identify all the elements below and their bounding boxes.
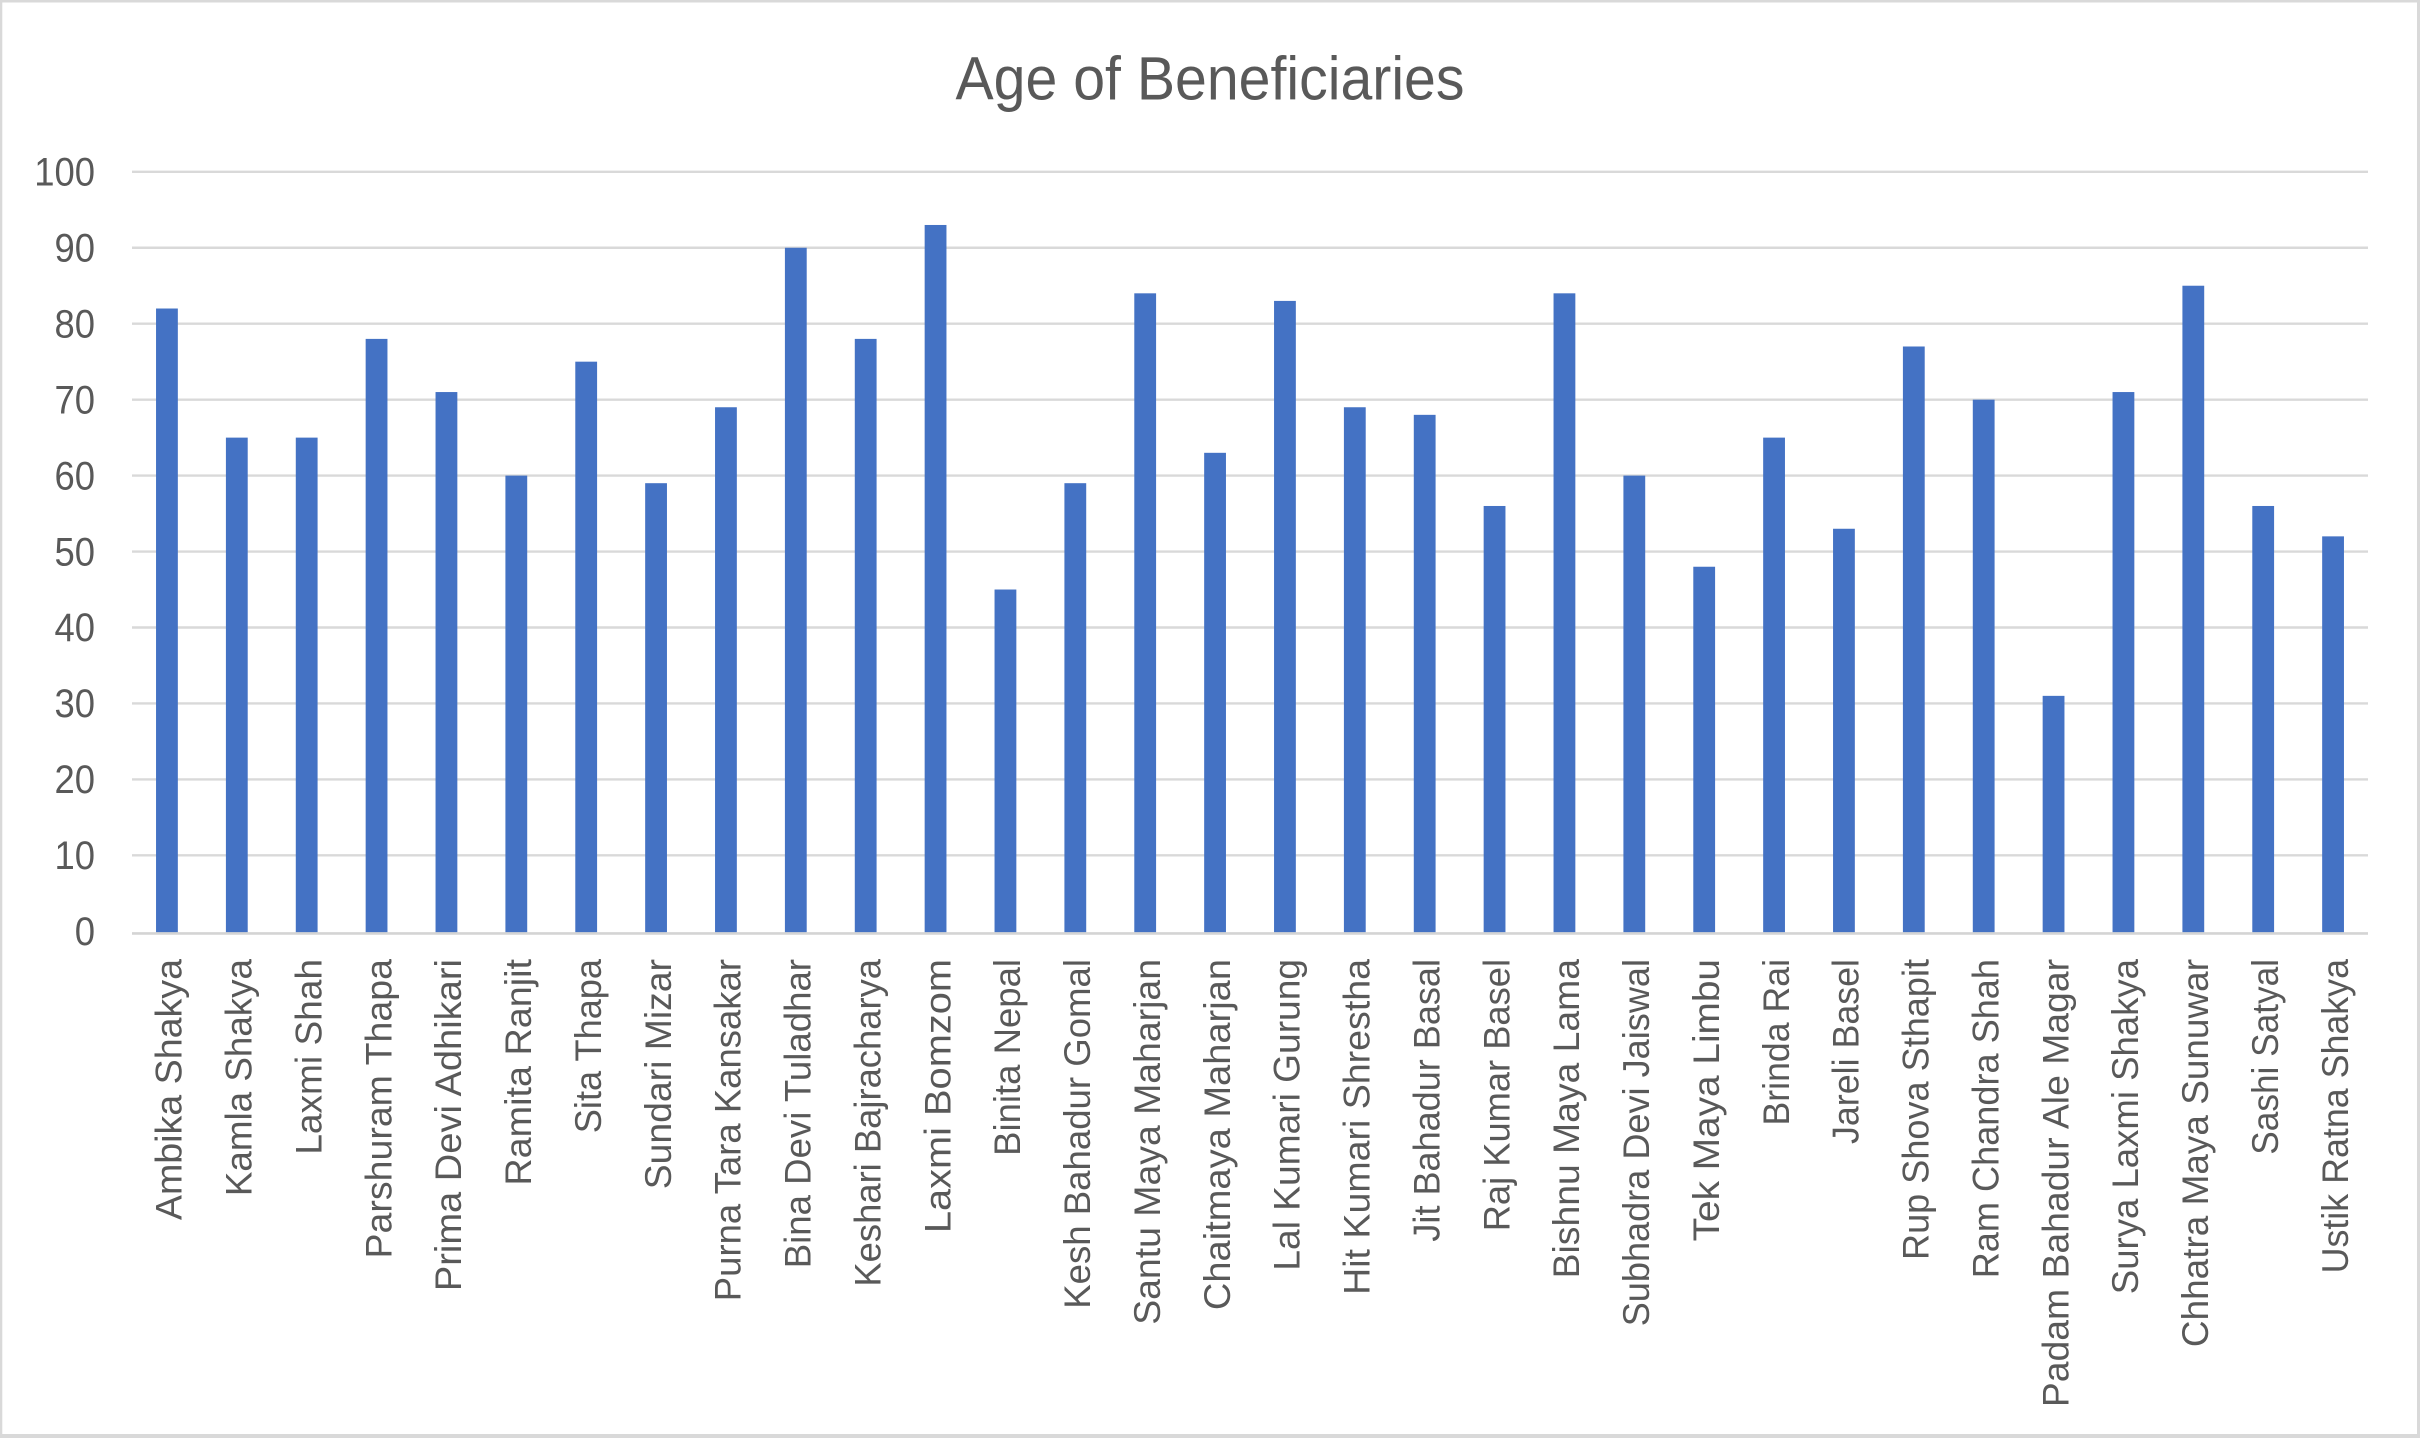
svg-text:Ramita Ranjit: Ramita Ranjit xyxy=(498,958,539,1185)
svg-text:Subhadra Devi Jaiswal: Subhadra Devi Jaiswal xyxy=(1616,959,1657,1326)
svg-text:0: 0 xyxy=(75,910,95,954)
svg-text:Chaitmaya Maharjan: Chaitmaya Maharjan xyxy=(1197,959,1238,1310)
svg-text:Binita Nepal: Binita Nepal xyxy=(987,959,1028,1156)
svg-text:10: 10 xyxy=(55,834,96,878)
svg-text:Sashi Satyal: Sashi Satyal xyxy=(2245,959,2286,1155)
svg-text:Santu Maya Maharjan: Santu Maya Maharjan xyxy=(1127,959,1168,1325)
svg-text:Jareli Basel: Jareli Basel xyxy=(1826,959,1867,1144)
svg-text:Kesh Bahadur Gomal: Kesh Bahadur Gomal xyxy=(1057,959,1098,1309)
svg-text:20: 20 xyxy=(55,758,96,802)
svg-text:Parshuram Thapa: Parshuram Thapa xyxy=(358,959,399,1259)
svg-text:60: 60 xyxy=(55,454,96,498)
svg-text:Surya Laxmi Shakya: Surya Laxmi Shakya xyxy=(2105,959,2146,1295)
svg-text:Tek Maya Limbu: Tek Maya Limbu xyxy=(1686,959,1727,1241)
svg-text:Laxmi Bomzom: Laxmi Bomzom xyxy=(917,959,958,1233)
svg-text:Kamla Shakya: Kamla Shakya xyxy=(219,959,260,1197)
svg-text:30: 30 xyxy=(55,682,96,726)
svg-text:Hit Kumari Shrestha: Hit Kumari Shrestha xyxy=(1337,959,1378,1295)
svg-text:Sundari Mizar: Sundari Mizar xyxy=(638,959,679,1189)
svg-text:Purna Tara Kansakar: Purna Tara Kansakar xyxy=(708,959,749,1301)
svg-text:Rup Shova Sthapit: Rup Shova Sthapit xyxy=(1896,958,1937,1260)
svg-text:Raj Kumar Basel: Raj Kumar Basel xyxy=(1476,959,1517,1231)
svg-text:Padam Bahadur Ale Magar: Padam Bahadur Ale Magar xyxy=(2035,959,2076,1407)
svg-text:70: 70 xyxy=(55,378,96,422)
svg-text:Chhatra Maya Sunuwar: Chhatra Maya Sunuwar xyxy=(2175,959,2216,1347)
svg-text:40: 40 xyxy=(55,606,96,650)
svg-text:Jit Bahadur Basal: Jit Bahadur Basal xyxy=(1406,959,1447,1242)
svg-text:Age of Beneficiaries: Age of Beneficiaries xyxy=(956,45,1465,113)
svg-text:50: 50 xyxy=(55,530,96,574)
svg-text:80: 80 xyxy=(55,302,96,346)
svg-text:Ram Chandra Shah: Ram Chandra Shah xyxy=(1965,959,2006,1278)
svg-text:Bishnu Maya Lama: Bishnu Maya Lama xyxy=(1546,959,1587,1279)
svg-text:100: 100 xyxy=(34,151,95,195)
svg-text:Sita Thapa: Sita Thapa xyxy=(568,959,609,1134)
svg-text:Lal Kumari Gurung: Lal Kumari Gurung xyxy=(1267,959,1308,1271)
svg-text:Brinda Rai: Brinda Rai xyxy=(1756,959,1797,1126)
svg-text:Keshari Bajracharya: Keshari Bajracharya xyxy=(847,959,888,1287)
svg-text:Bina Devi Tuladhar: Bina Devi Tuladhar xyxy=(778,959,819,1268)
svg-text:Ambika Shakya: Ambika Shakya xyxy=(149,959,190,1221)
svg-text:Ustik Ratna Shakya: Ustik Ratna Shakya xyxy=(2315,959,2356,1274)
svg-text:Laxmi Shah: Laxmi Shah xyxy=(288,959,329,1155)
svg-text:90: 90 xyxy=(55,226,96,270)
svg-text:Prima Devi Adhikari: Prima Devi Adhikari xyxy=(428,959,469,1291)
